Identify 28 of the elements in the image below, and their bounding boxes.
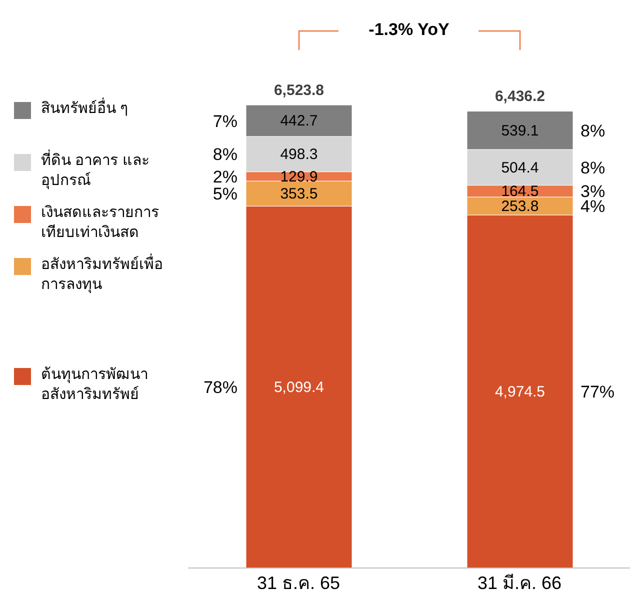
data-label: 504.4: [501, 159, 539, 176]
annotation: 8%: [580, 158, 606, 178]
annotation: 5%: [212, 184, 238, 204]
annotation: 77%: [580, 382, 615, 402]
legend-label: เงินสดและรายการเทียบเท่าเงินสด: [41, 202, 160, 243]
legend-label: อสังหาริมทรัพย์เพื่อการลงทุน: [41, 254, 164, 295]
annotation: 2%: [212, 167, 238, 186]
x-tick-label: 31 มี.ค. 66: [477, 572, 562, 593]
annotation: 8%: [212, 145, 238, 164]
x-tick-label: 31 ธ.ค. 65: [256, 572, 340, 593]
data-label: 539.1: [501, 122, 539, 140]
data-label: 253.8: [501, 198, 539, 215]
annotation: 8%: [580, 121, 606, 140]
total-label: 6,523.8: [274, 82, 324, 100]
data-label: 498.3: [280, 146, 318, 164]
data-label: 442.7: [280, 112, 318, 130]
legend-label: ที่ดิน อาคาร และอุปกรณ์: [41, 150, 150, 191]
annotation: 7%: [212, 112, 238, 131]
data-label: 129.9: [280, 168, 318, 186]
data-label: 353.5: [280, 186, 318, 203]
data-label: 4,974.5: [494, 383, 546, 400]
annotation: 78%: [203, 378, 238, 398]
data-label: 5,099.4: [274, 379, 324, 396]
total-label: 6,436.2: [494, 88, 546, 106]
legend-label: สินทรัพย์อื่น ๆ: [41, 98, 128, 119]
data-label: 164.5: [501, 183, 539, 200]
legend-label: ต้นทุนการพัฒนาอสังหาริมทรัพย์: [41, 365, 149, 406]
text: -1.3% YoY: [368, 20, 450, 40]
